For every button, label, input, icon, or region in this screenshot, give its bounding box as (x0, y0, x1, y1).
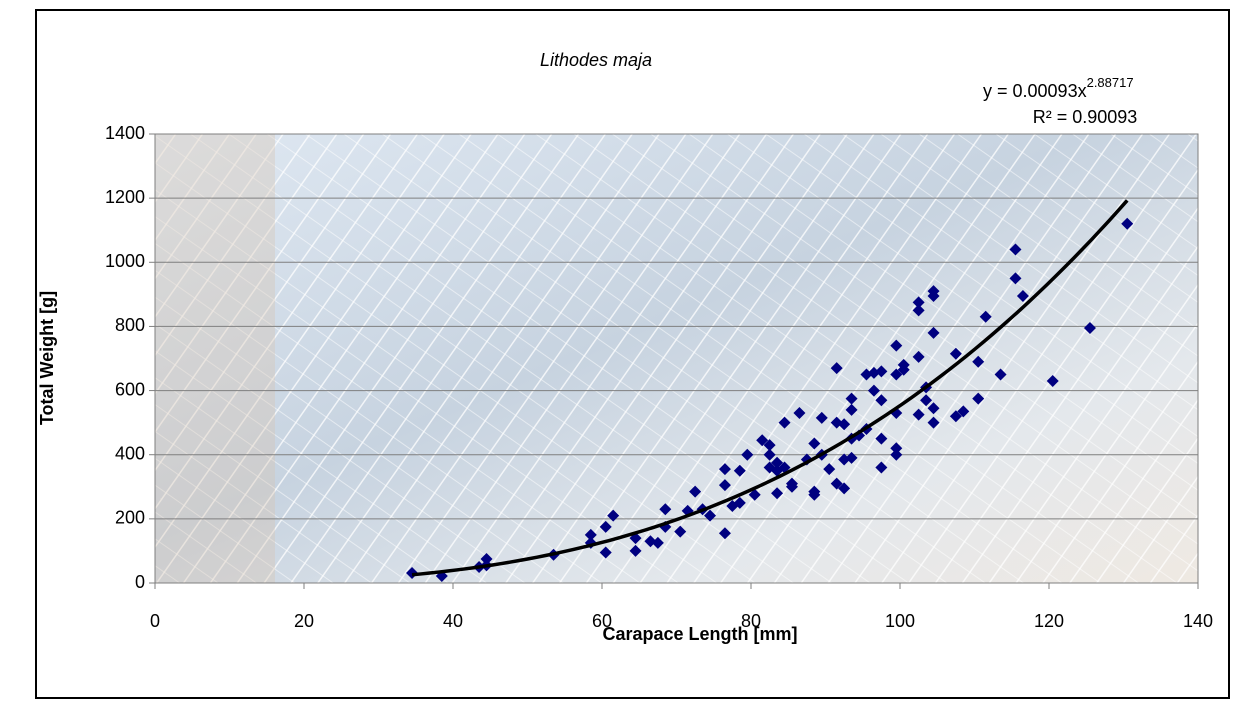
data-point (897, 358, 910, 371)
data-point (771, 456, 784, 469)
data-point (704, 509, 717, 522)
data-point (890, 442, 903, 455)
data-point (920, 394, 933, 407)
data-point (949, 347, 962, 360)
data-point (651, 536, 664, 549)
data-point (957, 405, 970, 418)
y-tick-label: 1400 (105, 123, 145, 143)
data-point (599, 546, 612, 559)
data-point (785, 477, 798, 490)
data-point (845, 403, 858, 416)
data-point (733, 464, 746, 477)
data-point (689, 485, 702, 498)
data-point (875, 365, 888, 378)
x-tick-label: 100 (885, 611, 915, 631)
y-tick-label: 800 (115, 315, 145, 335)
data-point (1083, 322, 1096, 335)
data-point (1009, 272, 1022, 285)
data-point (659, 503, 672, 516)
data-point (830, 362, 843, 375)
data-point (845, 451, 858, 464)
data-point (733, 496, 746, 509)
data-point (838, 418, 851, 431)
plot-texture (155, 134, 1198, 583)
y-tick-label: 200 (115, 508, 145, 528)
plot-border (154, 133, 1199, 584)
x-tick-label: 80 (741, 611, 761, 631)
data-point (875, 432, 888, 445)
data-point (979, 310, 992, 323)
data-point (808, 437, 821, 450)
data-point (927, 402, 940, 415)
data-point (927, 289, 940, 302)
x-tick-label: 120 (1034, 611, 1064, 631)
x-tick-label: 40 (443, 611, 463, 631)
data-point (875, 394, 888, 407)
data-point (718, 527, 731, 540)
data-point (1009, 243, 1022, 256)
data-point (949, 410, 962, 423)
data-point (845, 392, 858, 405)
data-point (480, 552, 493, 565)
equation-exponent: 2.88717 (1087, 75, 1134, 90)
x-tick-label: 140 (1183, 611, 1213, 631)
y-tick-label: 1200 (105, 187, 145, 207)
data-point (972, 392, 985, 405)
data-point (912, 408, 925, 421)
data-point (890, 339, 903, 352)
data-point (808, 488, 821, 501)
data-point (867, 384, 880, 397)
data-point (741, 448, 754, 461)
x-axis-label: Carapace Length [mm] (602, 624, 797, 644)
data-point (771, 487, 784, 500)
y-tick-label: 1000 (105, 251, 145, 271)
data-point (778, 416, 791, 429)
data-point (823, 463, 836, 476)
data-point (1046, 374, 1059, 387)
data-point (1016, 289, 1029, 302)
trendline (411, 199, 1129, 577)
data-point (718, 463, 731, 476)
data-point (718, 479, 731, 492)
data-point (763, 448, 776, 461)
data-point (674, 525, 687, 538)
data-point (890, 448, 903, 461)
x-tick-label: 0 (150, 611, 160, 631)
data-point (994, 368, 1007, 381)
equation-base: y = 0.00093x (983, 81, 1087, 101)
data-point (584, 528, 597, 541)
data-point (599, 520, 612, 533)
data-point (748, 488, 761, 501)
chart-title: Lithodes maja (540, 50, 652, 70)
data-point (629, 544, 642, 557)
x-tick-label: 60 (592, 611, 612, 631)
y-axis-label: Total Weight [g] (37, 291, 57, 425)
y-tick-label: 0 (135, 572, 145, 592)
data-point (830, 477, 843, 490)
data-point (763, 439, 776, 452)
data-point (815, 411, 828, 424)
data-point (756, 434, 769, 447)
data-point (890, 368, 903, 381)
data-point (927, 416, 940, 429)
trendline-equation: y = 0.00093x2.88717 (983, 75, 1134, 100)
x-tick-label: 20 (294, 611, 314, 631)
data-point (793, 407, 806, 420)
data-point (972, 355, 985, 368)
y-tick-label: 600 (115, 379, 145, 399)
plot-shade (155, 134, 275, 583)
data-point (1121, 217, 1134, 230)
data-point (912, 304, 925, 317)
y-tick-label: 400 (115, 443, 145, 463)
data-point (838, 482, 851, 495)
data-point (912, 296, 925, 309)
data-point (607, 509, 620, 522)
data-point (912, 350, 925, 363)
data-point (927, 326, 940, 339)
r-squared: R² = 0.90093 (1033, 107, 1138, 127)
data-point (875, 461, 888, 474)
